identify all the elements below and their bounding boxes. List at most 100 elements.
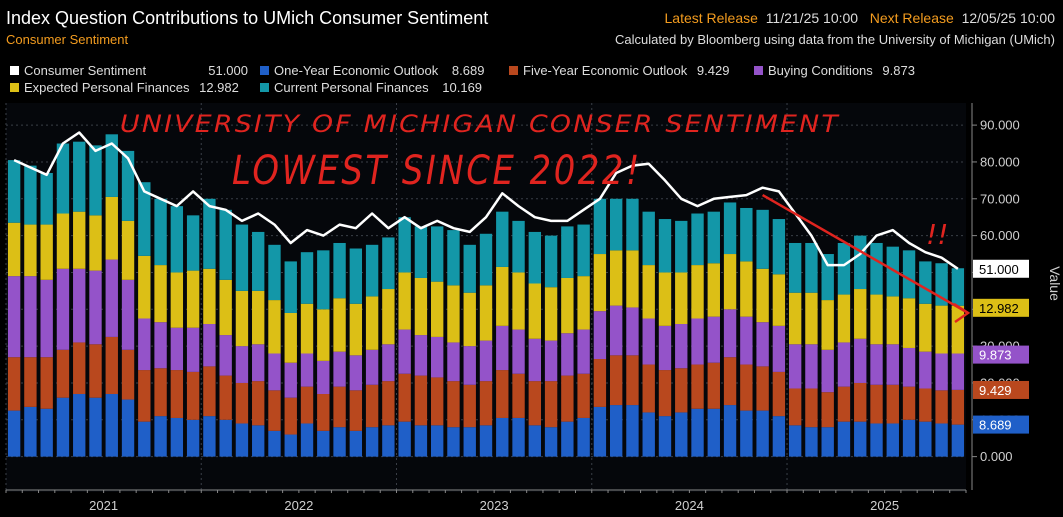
bar-segment-buying <box>593 311 607 360</box>
bar-segment-buying <box>56 268 70 350</box>
bar-segment-expected <box>89 215 102 271</box>
bar-segment-one-year <box>89 397 102 457</box>
bar-segment-current <box>447 230 460 286</box>
bar-segment-one-year <box>154 416 167 457</box>
bar-segment-buying <box>723 309 737 358</box>
bar-segment-buying <box>626 307 639 356</box>
bar-segment-five-year <box>658 370 672 417</box>
bar-segment-five-year <box>7 357 21 411</box>
bar-segment-expected <box>284 312 297 363</box>
legend-item-buying[interactable]: Buying Conditions 9.873 <box>754 63 915 78</box>
bar-segment-five-year <box>56 349 70 398</box>
bar-segment-one-year <box>382 425 395 457</box>
legend: Consumer Sentiment 51.000 One-Year Econo… <box>10 63 990 99</box>
bar-segment-expected <box>479 285 493 341</box>
legend-label: Buying Conditions <box>768 63 873 78</box>
bar-segment-five-year <box>691 364 704 409</box>
bar-segment-expected <box>528 283 541 339</box>
bar-segment-five-year <box>154 368 167 417</box>
bar-segment-buying <box>235 346 249 383</box>
bar-segment-five-year <box>268 390 281 431</box>
bar-segment-buying <box>544 340 558 382</box>
bar-segment-one-year <box>300 423 314 457</box>
bar-segment-five-year <box>284 397 297 435</box>
bar-segment-five-year <box>186 371 200 420</box>
legend-item-one-year[interactable]: One-Year Economic Outlook 8.689 <box>260 63 484 78</box>
bar-segment-five-year <box>252 381 265 426</box>
bar-segment-expected <box>593 254 607 312</box>
bar-segment-expected <box>544 287 558 341</box>
bar-segment-five-year <box>577 373 590 418</box>
bar-segment-buying <box>89 270 102 345</box>
trend-arrow-line <box>761 194 969 315</box>
bar-segment-one-year <box>740 410 753 457</box>
bar-segment-one-year <box>626 405 639 457</box>
bar-segment-expected <box>788 292 802 345</box>
legend-item-five-year[interactable]: Five-Year Economic Outlook 9.429 <box>509 63 729 78</box>
calc-note: Calculated by Bloomberg using data from … <box>614 32 1055 47</box>
bar-segment-one-year <box>609 405 623 457</box>
bar-segment-current <box>577 224 590 277</box>
bar-segment-buying <box>479 340 493 382</box>
bar-segment-buying <box>821 349 834 393</box>
bar-segment-expected <box>512 272 525 330</box>
legend-item-expected[interactable]: Expected Personal Finances 12.982 <box>10 80 239 95</box>
bar-segment-expected <box>186 270 200 328</box>
bar-segment-five-year <box>333 386 346 428</box>
annotation-exclaim: !! <box>926 218 948 251</box>
bar-segment-buying <box>935 353 948 391</box>
bar-segment-five-year <box>544 381 558 428</box>
bar-segment-one-year <box>756 410 769 457</box>
bar-segment-expected <box>935 305 948 354</box>
bar-segment-expected <box>805 292 818 345</box>
bar-segment-buying <box>121 279 135 350</box>
legend-item-sentiment[interactable]: Consumer Sentiment <box>10 63 146 78</box>
bar-segment-expected <box>349 303 363 356</box>
bar-segment-five-year <box>805 388 818 428</box>
legend-label: Five-Year Economic Outlook <box>523 63 688 78</box>
bar-segment-buying <box>24 276 37 358</box>
bar-segment-one-year <box>170 417 184 457</box>
bar-segment-buying <box>919 351 932 389</box>
bar-segment-current <box>300 252 314 304</box>
bar-segment-current <box>691 213 704 266</box>
x-tick-label: 2024 <box>675 498 704 513</box>
bar-segment-one-year <box>642 412 655 457</box>
bar-segment-one-year <box>544 427 558 457</box>
bar-segment-current <box>626 198 639 251</box>
legend-item-current[interactable]: Current Personal Finances 10.169 <box>260 80 482 95</box>
bar-segment-five-year <box>121 349 135 400</box>
bar-segment-current <box>593 198 607 255</box>
bar-segment-one-year <box>837 421 851 457</box>
bar-segment-one-year <box>707 408 720 457</box>
bar-segment-five-year <box>788 388 802 426</box>
x-tick-label: 2025 <box>870 498 899 513</box>
bar-segment-expected <box>870 294 883 345</box>
bar-segment-one-year <box>7 410 21 457</box>
bar-segment-buying <box>951 353 965 390</box>
bar-segment-expected <box>740 261 753 317</box>
bar-segment-expected <box>154 265 167 323</box>
bar-segment-current <box>528 231 541 284</box>
bar-segment-expected <box>56 213 70 269</box>
legend-swatch <box>10 66 19 75</box>
latest-release-label: Latest Release <box>664 10 758 26</box>
bar-segment-expected <box>7 222 21 277</box>
bar-segment-five-year <box>528 381 541 426</box>
bar-segment-one-year <box>186 419 200 457</box>
bar-segment-current <box>756 209 769 269</box>
bar-segment-buying <box>707 316 720 363</box>
release-info: Latest Release 11/21/25 10:00 Next Relea… <box>665 10 1056 26</box>
bar-segment-buying <box>528 338 541 382</box>
legend-value-sentiment: 51.000 <box>208 63 248 78</box>
bar-segment-one-year <box>138 421 151 457</box>
bar-segment-current <box>675 220 688 273</box>
bar-segment-five-year <box>951 389 965 425</box>
bar-segment-five-year <box>479 381 493 426</box>
bar-segment-one-year <box>349 430 363 457</box>
bar-segment-five-year <box>496 370 509 418</box>
bar-segment-five-year <box>235 382 249 424</box>
y-tick-label: 70.000 <box>980 191 1020 206</box>
bar-segment-buying <box>268 353 281 391</box>
legend-value-buying: 9.873 <box>882 63 915 78</box>
